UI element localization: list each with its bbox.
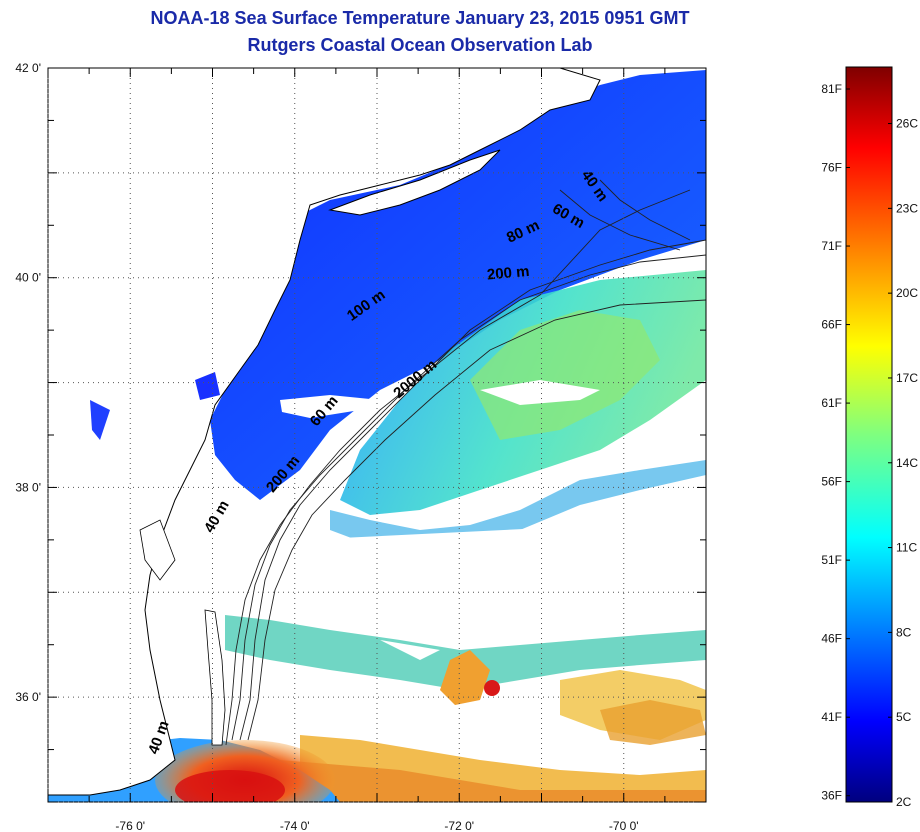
colorbar-c-label: 8C xyxy=(896,625,912,639)
bathymetry-contours xyxy=(225,179,706,746)
colorbar-labels: 81F 76F 71F 66F 61F 56F 51F 46F 41F 36F 26C 23C 20C 1… xyxy=(821,82,918,809)
map-title: NOAA-18 Sea Surface Temperature January … xyxy=(150,8,690,28)
lat-tick-label: 36 0' xyxy=(15,690,41,704)
colorbar-f-label: 71F xyxy=(821,239,842,253)
axis-ticks: -76 0' -74 0' -72 0' -70 0' 42 0' 40 0' 38 0' 3… xyxy=(15,61,707,832)
colorbar-f-label: 61F xyxy=(821,396,842,410)
colorbar-f-label: 51F xyxy=(821,553,842,567)
lon-tick-label: -72 0' xyxy=(444,819,474,832)
lon-tick-label: -74 0' xyxy=(280,819,310,832)
colorbar-f-label: 56F xyxy=(821,475,842,489)
colorbar-c-label: 17C xyxy=(896,371,918,385)
contour-label: 200 m xyxy=(486,263,530,284)
colorbar-c-label: 26C xyxy=(896,117,918,131)
map-subtitle: Rutgers Coastal Ocean Observation Lab xyxy=(247,35,593,55)
colorbar-f-label: 76F xyxy=(821,161,842,175)
lat-tick-label: 42 0' xyxy=(15,61,41,75)
colorbar-c-label: 2C xyxy=(896,795,912,809)
lat-tick-label: 38 0' xyxy=(15,480,41,494)
colorbar-c-label: 23C xyxy=(896,201,918,215)
lon-tick-label: -70 0' xyxy=(609,819,639,832)
colorbar-f-label: 36F xyxy=(821,789,842,803)
colorbar-f-label: 66F xyxy=(821,318,842,332)
colorbar-f-label: 81F xyxy=(821,82,842,96)
colorbar-f-label: 46F xyxy=(821,632,842,646)
colorbar-c-label: 5C xyxy=(896,710,912,724)
lat-tick-label: 40 0' xyxy=(15,271,41,285)
lon-tick-label: -76 0' xyxy=(115,819,145,832)
contour-label: 40 m xyxy=(201,498,233,536)
land-mask xyxy=(48,68,706,796)
colorbar-f-label: 41F xyxy=(821,710,842,724)
colorbar-c-label: 14C xyxy=(896,456,918,470)
colorbar-c-label: 11C xyxy=(896,541,917,555)
colorbar-c-label: 20C xyxy=(896,286,918,300)
colorbar xyxy=(845,66,893,803)
